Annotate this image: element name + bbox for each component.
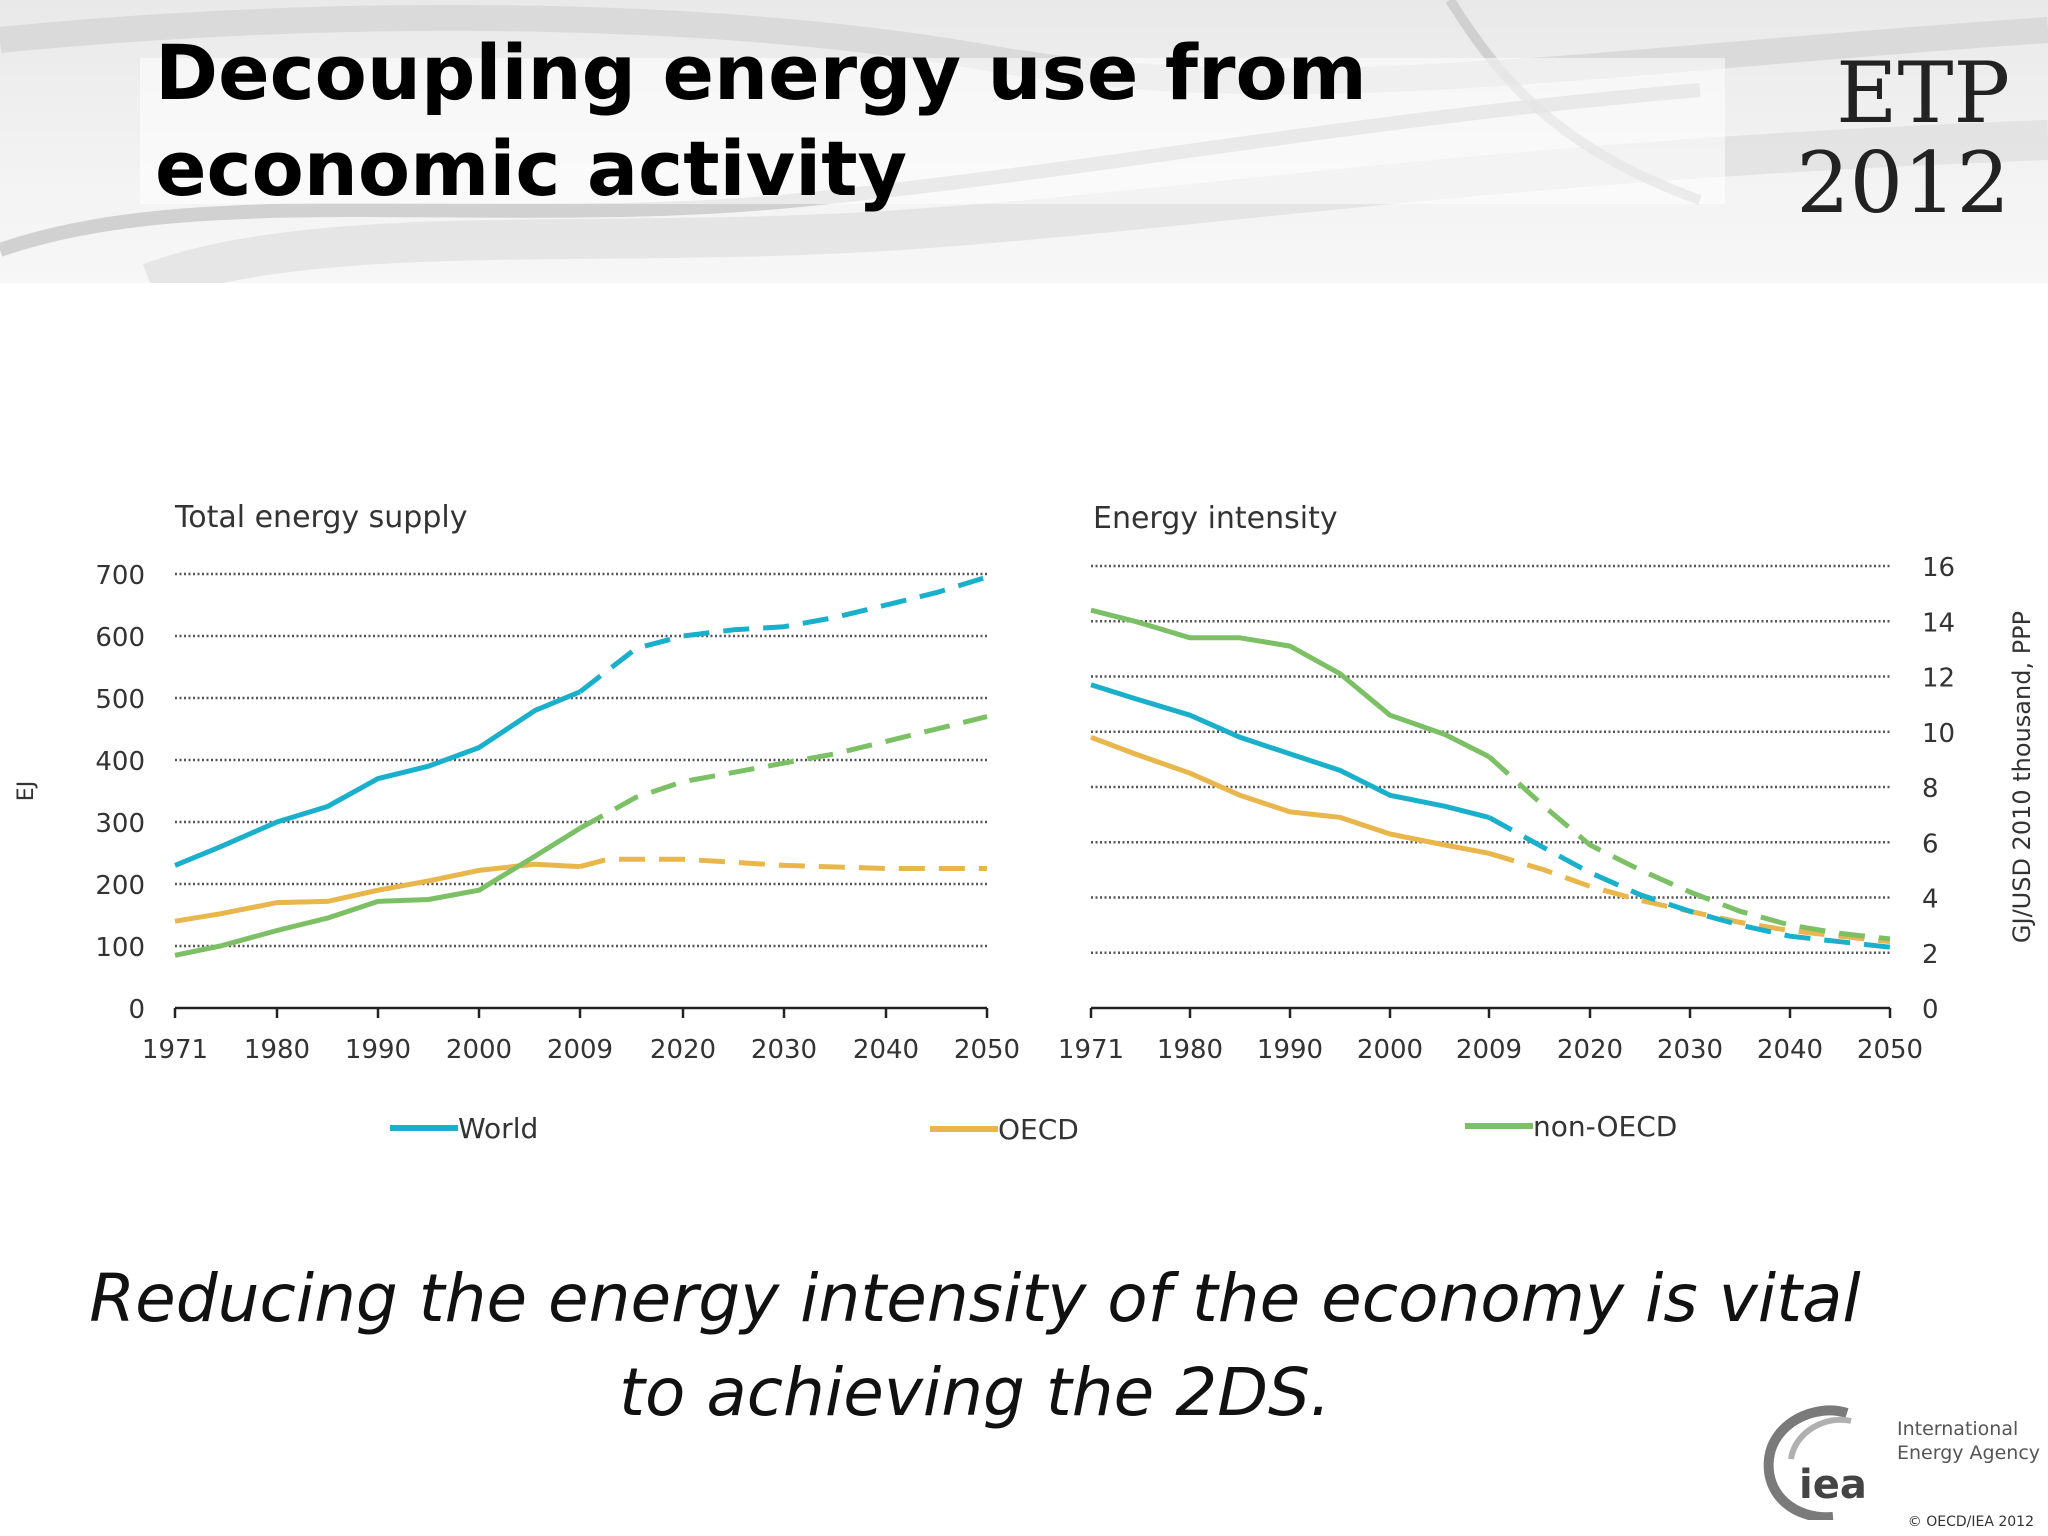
y-tick-label-intensity: 16 xyxy=(1922,553,1955,583)
series-projection-world-intensity xyxy=(1487,815,1891,950)
y-tick-label-supply: 300 xyxy=(95,809,145,839)
x-tick-label-intensity: 2000 xyxy=(1357,1035,1423,1065)
series-projection-non-oecd-intensity xyxy=(1487,754,1891,942)
y-axis-label-supply: EJ xyxy=(14,781,39,801)
iea-logo-mark: iea xyxy=(1799,1462,1867,1508)
x-tick-label-intensity: 2030 xyxy=(1657,1035,1723,1065)
y-tick-label-intensity: 8 xyxy=(1922,774,1939,804)
slide-title: Decoupling energy use from economic acti… xyxy=(155,28,1367,213)
etp-logo-year: 2012 xyxy=(1796,134,2010,232)
y-axis-label-intensity: GJ/USD 2010 thousand, PPP xyxy=(2008,611,2036,943)
title-band xyxy=(140,58,1725,204)
copyright-notice: © OECD/IEA 2012 xyxy=(1907,1514,2034,1530)
iea-logo-name-2: Energy Agency xyxy=(1897,1442,2040,1464)
y-tick-label-intensity: 2 xyxy=(1922,940,1939,970)
y-tick-label-supply: 200 xyxy=(95,871,145,901)
x-tick-label-supply: 2020 xyxy=(650,1035,716,1065)
charts-panel: Total energy supply010020030040050060070… xyxy=(14,500,2036,1146)
legend-label-world: World xyxy=(458,1112,538,1145)
chart-title-intensity: Energy intensity xyxy=(1093,501,1338,536)
series-projection-world-supply xyxy=(578,574,988,694)
series-line-oecd-intensity xyxy=(1090,734,1490,856)
legend-label-oecd: OECD xyxy=(998,1113,1079,1146)
series-projection-oecd-supply xyxy=(579,856,987,871)
x-tick-label-supply: 2030 xyxy=(751,1035,817,1065)
slide-header: Decoupling energy use from economic acti… xyxy=(0,0,2048,283)
iea-logo-swoosh xyxy=(1763,1405,1849,1520)
y-tick-label-supply: 0 xyxy=(128,995,145,1025)
series-projection-non-oecd-supply xyxy=(578,714,988,831)
y-tick-label-supply: 400 xyxy=(95,747,145,777)
y-tick-label-intensity: 14 xyxy=(1922,608,1955,638)
y-tick-label-supply: 100 xyxy=(95,933,145,963)
etp-logo-text: ETP xyxy=(1836,44,2010,142)
series-line-non-oecd-intensity xyxy=(1090,607,1491,759)
y-tick-label-intensity: 4 xyxy=(1922,885,1939,915)
x-tick-label-intensity: 2020 xyxy=(1557,1035,1623,1065)
x-tick-label-intensity: 1971 xyxy=(1058,1035,1124,1065)
slide-caption: Reducing the energy intensity of the eco… xyxy=(80,1252,1870,1440)
x-tick-label-intensity: 2040 xyxy=(1757,1035,1823,1065)
y-tick-label-intensity: 6 xyxy=(1922,829,1939,859)
x-tick-label-supply: 1990 xyxy=(345,1035,411,1065)
iea-logo-name-1: International xyxy=(1897,1418,2018,1440)
y-tick-label-intensity: 12 xyxy=(1922,664,1955,694)
series-line-non-oecd-supply xyxy=(174,826,582,958)
y-tick-label-intensity: 10 xyxy=(1922,719,1955,749)
caption-line-2: to achieving the 2DS. xyxy=(619,1354,1331,1431)
series-line-oecd-supply xyxy=(174,861,581,924)
x-tick-label-supply: 2000 xyxy=(446,1035,512,1065)
x-tick-label-supply: 2040 xyxy=(853,1035,919,1065)
caption-line-1: Reducing the energy intensity of the eco… xyxy=(89,1260,1861,1337)
x-tick-label-intensity: 1980 xyxy=(1157,1035,1223,1065)
x-tick-label-intensity: 2050 xyxy=(1857,1035,1923,1065)
x-tick-label-supply: 2009 xyxy=(547,1035,613,1065)
legend-label-non-oecd: non-OECD xyxy=(1533,1110,1677,1143)
x-tick-label-supply: 1971 xyxy=(142,1035,208,1065)
y-tick-label-supply: 700 xyxy=(95,561,145,591)
x-tick-label-intensity: 1990 xyxy=(1257,1035,1323,1065)
x-tick-label-supply: 1980 xyxy=(244,1035,310,1065)
x-tick-label-supply: 2050 xyxy=(954,1035,1020,1065)
y-tick-label-supply: 600 xyxy=(95,623,145,653)
x-tick-label-intensity: 2009 xyxy=(1456,1035,1522,1065)
series-line-world-intensity xyxy=(1090,682,1490,820)
etp-logo: ETP 2012 xyxy=(1785,48,2010,228)
series-line-world-supply xyxy=(174,689,581,868)
iea-logo: iea International Energy Agency xyxy=(1763,1405,2040,1520)
y-tick-label-intensity: 0 xyxy=(1922,995,1939,1025)
y-tick-label-supply: 500 xyxy=(95,685,145,715)
chart-title-supply: Total energy supply xyxy=(174,500,468,535)
